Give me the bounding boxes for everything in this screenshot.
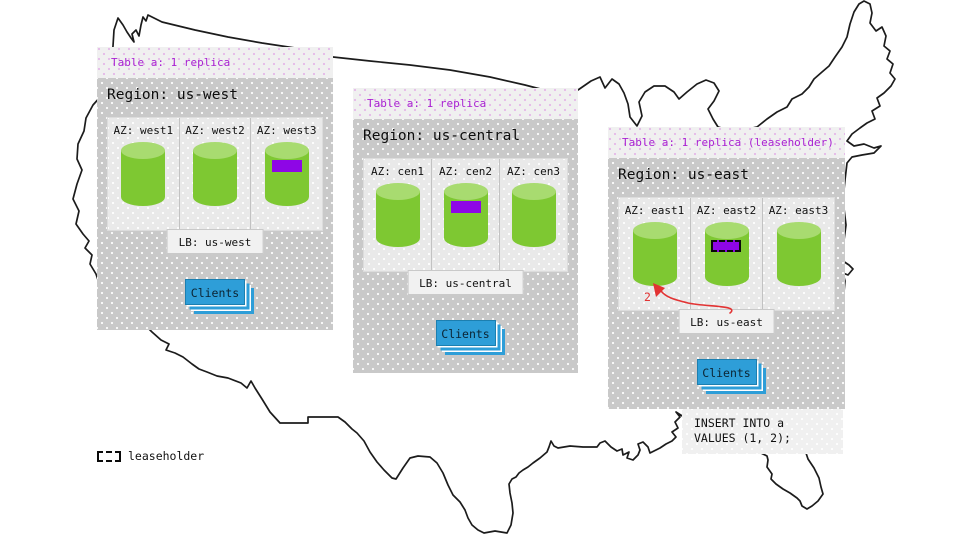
database-node-icon — [704, 222, 749, 286]
az-container: AZ: west1 AZ: west2 AZ: west3 — [107, 117, 323, 231]
legend: leaseholder — [97, 449, 204, 463]
region-title: Region: us-east — [618, 167, 749, 183]
cylinder-body — [776, 230, 821, 286]
cylinder-top — [443, 183, 488, 200]
cylinder-top — [632, 222, 677, 239]
region-body: Region: us-east AZ: east1 AZ: east2 AZ: … — [608, 158, 845, 409]
cylinder-top — [375, 183, 420, 200]
cylinder-body — [193, 150, 237, 206]
az-label: AZ: west2 — [185, 124, 245, 137]
cylinder-body — [632, 230, 677, 286]
az-cell: AZ: east1 — [619, 198, 691, 310]
az-label: AZ: east1 — [624, 204, 685, 217]
sql-line-1: INSERT INTO a — [694, 416, 785, 430]
az-label: AZ: cen1 — [371, 165, 424, 178]
database-node-icon — [375, 183, 420, 247]
az-cell: AZ: west1 — [108, 118, 180, 230]
cylinder-body — [511, 191, 556, 247]
load-balancer-box: LB: us-west — [166, 229, 264, 254]
database-node-icon — [632, 222, 677, 286]
leaseholder-swatch-icon — [97, 450, 121, 462]
replica-chip — [271, 160, 302, 172]
arrow-step-label: 2 — [644, 290, 651, 304]
load-balancer-box: LB: us-central — [407, 270, 524, 295]
region-panel-us-east: Table a: 1 replica (leaseholder) Region:… — [608, 127, 845, 409]
database-node-icon — [193, 142, 237, 206]
cylinder-body — [704, 230, 749, 286]
az-cell: AZ: east3 — [763, 198, 834, 310]
az-cell: AZ: cen2 — [432, 159, 500, 271]
az-container: AZ: cen1 AZ: cen2 AZ: cen3 — [363, 158, 568, 272]
replica-chip — [450, 201, 481, 213]
az-cell: AZ: east2 — [691, 198, 763, 310]
cylinder-top — [193, 142, 237, 159]
az-label: AZ: east3 — [768, 204, 829, 217]
cylinder-top — [704, 222, 749, 239]
table-header-label: Table a: 1 replica — [111, 56, 231, 69]
clients-button: Clients — [435, 320, 496, 346]
table-header: Table a: 1 replica — [353, 88, 578, 119]
az-cell: AZ: west2 — [180, 118, 252, 230]
region-panel-us-west: Table a: 1 replica Region: us-west AZ: w… — [97, 47, 333, 330]
clients-button: Clients — [185, 279, 245, 305]
sql-insert-note: INSERT INTO a VALUES (1, 2); — [682, 409, 843, 454]
cylinder-body — [121, 150, 166, 206]
database-node-icon — [121, 142, 166, 206]
az-cell: AZ: cen1 — [364, 159, 432, 271]
table-header: Table a: 1 replica — [97, 47, 333, 78]
az-cell: AZ: west3 — [251, 118, 322, 230]
az-label: AZ: west3 — [256, 124, 317, 137]
cylinder-body — [375, 191, 420, 247]
region-panel-us-central: Table a: 1 replica Region: us-central AZ… — [353, 88, 578, 373]
leaseholder-replica-chip — [710, 240, 741, 252]
az-label: AZ: cen2 — [439, 165, 492, 178]
database-node-icon — [776, 222, 821, 286]
cylinder-body — [443, 191, 488, 247]
database-node-icon — [264, 142, 309, 206]
table-header: Table a: 1 replica (leaseholder) — [608, 127, 845, 158]
cylinder-top — [776, 222, 821, 239]
table-header-label: Table a: 1 replica (leaseholder) — [622, 136, 834, 149]
cylinder-body — [264, 150, 309, 206]
table-header-label: Table a: 1 replica — [367, 97, 487, 110]
cylinder-top — [511, 183, 556, 200]
clients-button: Clients — [696, 359, 757, 385]
load-balancer-box: LB: us-east — [678, 309, 775, 334]
cylinder-top — [264, 142, 309, 159]
region-title: Region: us-west — [107, 87, 238, 103]
region-body: Region: us-west AZ: west1 AZ: west2 AZ: … — [97, 78, 333, 330]
database-node-icon — [443, 183, 488, 247]
legend-label: leaseholder — [128, 449, 205, 463]
az-label: AZ: west1 — [113, 124, 174, 137]
cylinder-top — [121, 142, 166, 159]
region-title: Region: us-central — [363, 128, 521, 144]
region-body: Region: us-central AZ: cen1 AZ: cen2 AZ:… — [353, 119, 578, 373]
sql-line-2: VALUES (1, 2); — [694, 431, 791, 445]
database-node-icon — [511, 183, 556, 247]
az-cell: AZ: cen3 — [500, 159, 567, 271]
az-label: AZ: cen3 — [507, 165, 560, 178]
az-label: AZ: east2 — [696, 204, 757, 217]
